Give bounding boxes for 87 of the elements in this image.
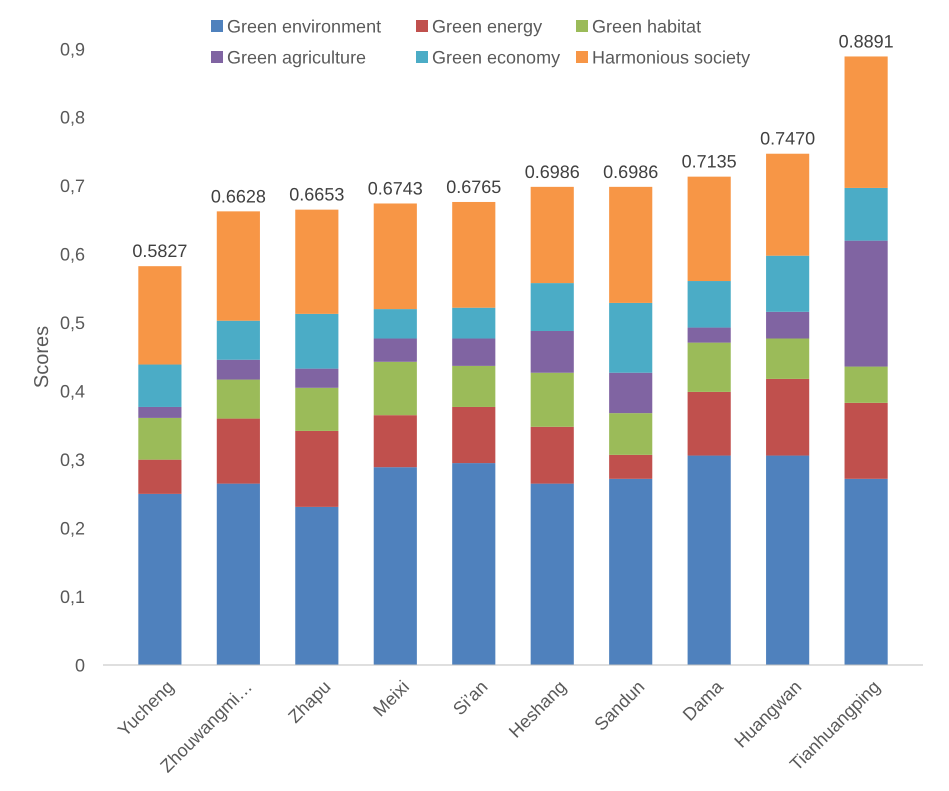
y-tick-label: 0,1 xyxy=(60,586,85,607)
y-tick-label: 0,7 xyxy=(60,176,85,196)
y-tick-label: 0,5 xyxy=(60,313,85,334)
bar xyxy=(609,372,652,414)
legend-label: Green environment xyxy=(227,16,382,36)
total-label: 0.7470 xyxy=(760,128,816,149)
bar xyxy=(295,368,338,388)
bar xyxy=(452,406,496,464)
y-tick-label: 0,2 xyxy=(60,518,85,538)
bar xyxy=(530,372,574,427)
total-label: 0.7135 xyxy=(682,152,737,172)
bar xyxy=(688,342,731,392)
bar xyxy=(216,380,260,419)
bar xyxy=(609,302,652,373)
y-tick-label: 0,9 xyxy=(60,39,85,60)
bar xyxy=(844,478,888,665)
bar xyxy=(530,330,574,373)
bar xyxy=(295,506,338,665)
bar xyxy=(766,154,810,256)
total-label: 0.8891 xyxy=(838,31,894,52)
y-tick-label: 0,8 xyxy=(60,108,85,128)
bar xyxy=(138,266,182,365)
bar xyxy=(216,418,260,484)
bar xyxy=(688,328,731,343)
bar xyxy=(844,56,888,188)
bar xyxy=(844,188,888,241)
bar xyxy=(766,378,810,456)
bar xyxy=(844,402,888,479)
bar xyxy=(138,406,182,418)
bar xyxy=(530,484,574,665)
bar xyxy=(688,176,731,282)
bar xyxy=(530,186,574,284)
legend-label: Green agriculture xyxy=(227,47,366,68)
total-label: 0.6653 xyxy=(289,184,344,205)
bar xyxy=(530,283,574,331)
bar xyxy=(452,366,496,407)
bar xyxy=(452,202,496,308)
total-label: 0.6628 xyxy=(210,186,266,206)
bar xyxy=(295,314,338,369)
bar xyxy=(609,413,652,455)
total-label: 0.6765 xyxy=(446,176,502,197)
y-axis-title: Scores xyxy=(31,326,53,388)
bar xyxy=(766,312,810,339)
bar xyxy=(138,418,182,460)
bar xyxy=(374,415,417,468)
bar xyxy=(138,494,182,665)
bar xyxy=(766,256,810,312)
y-tick-label: 0,3 xyxy=(60,450,85,470)
legend-label: Green energy xyxy=(432,16,542,36)
total-label: 0.6743 xyxy=(368,178,423,198)
y-tick-label: 0,4 xyxy=(60,382,85,402)
bar xyxy=(216,211,260,321)
bar xyxy=(688,281,731,328)
bar xyxy=(452,463,496,665)
legend-label: Green economy xyxy=(432,47,560,68)
bar xyxy=(844,366,888,403)
legend-label: Harmonious society xyxy=(592,47,750,68)
bar xyxy=(216,320,260,360)
bar xyxy=(844,240,888,367)
total-label: 0.6986 xyxy=(524,162,580,182)
legend-label: Green habitat xyxy=(592,16,702,36)
bar xyxy=(216,360,260,380)
bar xyxy=(688,456,731,665)
bar xyxy=(452,338,496,366)
y-tick-label: 0 xyxy=(74,655,85,676)
bar xyxy=(374,338,417,362)
bar xyxy=(530,426,574,484)
bar xyxy=(374,362,417,416)
bar xyxy=(138,364,182,407)
bar xyxy=(609,454,652,479)
y-tick-label: 0,6 xyxy=(60,244,85,265)
bar xyxy=(295,430,338,507)
bar xyxy=(374,309,417,339)
bar xyxy=(688,392,731,456)
bar xyxy=(374,203,417,310)
total-label: 0.6986 xyxy=(603,162,658,182)
bar xyxy=(766,338,810,379)
bar xyxy=(374,467,417,665)
bar xyxy=(766,456,810,665)
bar xyxy=(609,186,652,303)
bar xyxy=(452,308,496,339)
bar xyxy=(216,484,260,665)
bar xyxy=(609,478,652,665)
bar xyxy=(138,460,182,494)
bar xyxy=(295,210,338,314)
bar xyxy=(295,388,338,431)
total-label: 0.5827 xyxy=(132,241,188,262)
